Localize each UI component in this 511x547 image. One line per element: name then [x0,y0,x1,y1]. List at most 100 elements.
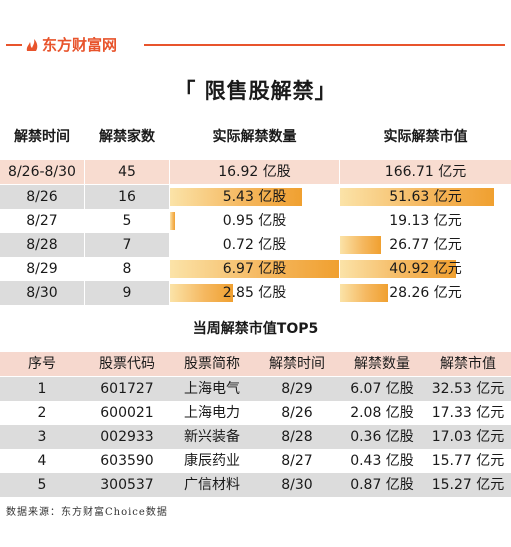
value-bar [340,236,381,254]
row-quantity-cell: 2.85 亿股 [170,281,339,305]
table-row: 8/26 16 5.43 亿股 51.63 亿元 [0,185,511,209]
value-bar [340,260,456,278]
table2-header-value: 解禁市值 [440,356,496,372]
unlock-date: 8/28 [281,429,313,445]
header-rule-left [6,44,22,46]
row-quantity: 6.97 亿股 [222,261,287,277]
rank: 2 [37,405,47,421]
table1-header-value: 实际解禁市值 [383,129,468,145]
row-value-cell: 40.92 亿元 [340,257,511,281]
unlock-value: 15.27 亿元 [431,477,505,493]
row-count: 16 [85,185,169,209]
row-count: 5 [85,209,169,233]
header: 东方财富网 [0,0,511,60]
row-value: 19.13 亿元 [389,213,462,229]
unlock-date: 8/26 [281,405,313,421]
unlock-value: 17.33 亿元 [431,405,505,421]
table2-header: 序号 股票代码 股票简称 解禁时间 解禁数量 解禁市值 [0,352,511,376]
row-count: 7 [85,233,169,257]
table2-header-quantity: 解禁数量 [354,356,410,372]
rank: 5 [37,477,47,493]
table2-header-code: 股票代码 [99,356,155,372]
table-row: 8/26-8/30 45 16.92 亿股 166.71 亿元 [0,160,511,184]
unlock-value: 32.53 亿元 [431,381,505,397]
table1-header-count: 解禁家数 [99,129,155,145]
row-quantity: 5.43 亿股 [222,189,287,205]
stock-code: 300537 [100,477,154,493]
summary-date: 8/26-8/30 [0,160,84,184]
table2-header-rank: 序号 [28,356,56,372]
page-title: 「 限售股解禁」 [174,79,337,103]
table1-header-quantity: 实际解禁数量 [212,129,297,145]
value-bar [340,284,388,302]
unlock-quantity: 0.87 亿股 [350,477,414,493]
row-value-cell: 28.26 亿元 [340,281,511,305]
row-value: 26.77 亿元 [389,237,462,253]
table-row: 2 600021 上海电力 8/26 2.08 亿股 17.33 亿元 [0,401,511,425]
row-quantity-cell: 0.72 亿股 [170,233,339,257]
quantity-bar [170,284,233,302]
row-count: 9 [85,281,169,305]
unlock-value: 15.77 亿元 [431,453,505,469]
stock-code: 601727 [100,381,154,397]
table-row: 3 002933 新兴装备 8/28 0.36 亿股 17.03 亿元 [0,425,511,449]
rank: 4 [37,453,47,469]
stock-name: 上海电力 [184,405,240,421]
logo: 东方财富网 [24,34,117,55]
table-row: 8/30 9 2.85 亿股 28.26 亿元 [0,281,511,305]
row-value: 40.92 亿元 [389,261,462,277]
row-quantity: 0.72 亿股 [222,237,287,253]
unlock-quantity: 2.08 亿股 [350,405,414,421]
row-quantity: 0.95 亿股 [222,213,287,229]
unlock-date: 8/29 [281,381,313,397]
unlock-date: 8/30 [281,477,313,493]
unlock-date: 8/27 [281,453,313,469]
row-quantity-cell: 5.43 亿股 [170,185,339,209]
stock-name: 康辰药业 [184,453,240,469]
table-row: 8/27 5 0.95 亿股 19.13 亿元 [0,209,511,233]
table2-header-date: 解禁时间 [269,356,325,372]
summary-value: 166.71 亿元 [340,160,511,184]
stock-name: 新兴装备 [184,429,240,445]
rank: 3 [37,429,47,445]
table-row: 8/28 7 0.72 亿股 26.77 亿元 [0,233,511,257]
stock-code: 600021 [100,405,154,421]
table1-header: 解禁时间 解禁家数 实际解禁数量 实际解禁市值 [0,126,511,148]
row-value-cell: 51.63 亿元 [340,185,511,209]
row-date: 8/29 [0,257,84,281]
quantity-bar [170,260,339,278]
row-value: 51.63 亿元 [389,189,462,205]
row-quantity: 2.85 亿股 [222,285,287,301]
row-value: 28.26 亿元 [389,285,462,301]
summary-count: 45 [85,160,169,184]
value-bar [340,188,494,206]
stock-name: 广信材料 [184,477,240,493]
table1-header-date: 解禁时间 [14,129,70,145]
flame-icon [24,37,40,53]
row-value-cell: 19.13 亿元 [340,209,511,233]
table-row: 4 603590 康辰药业 8/27 0.43 亿股 15.77 亿元 [0,449,511,473]
stock-code: 603590 [100,453,154,469]
row-date: 8/27 [0,209,84,233]
table2-header-name: 股票简称 [184,356,240,372]
unlock-quantity: 6.07 亿股 [350,381,414,397]
quantity-bar [170,188,302,206]
table-row: 1 601727 上海电气 8/29 6.07 亿股 32.53 亿元 [0,377,511,401]
row-date: 8/30 [0,281,84,305]
row-value-cell: 26.77 亿元 [340,233,511,257]
rank: 1 [37,381,47,397]
stock-name: 上海电气 [184,381,240,397]
stock-code: 002933 [100,429,154,445]
quantity-bar [170,212,175,230]
row-count: 8 [85,257,169,281]
unlock-value: 17.03 亿元 [431,429,505,445]
row-date: 8/26 [0,185,84,209]
summary-quantity: 16.92 亿股 [170,160,339,184]
unlock-quantity: 0.36 亿股 [350,429,414,445]
table-row: 5 300537 广信材料 8/30 0.87 亿股 15.27 亿元 [0,473,511,497]
data-source-note: 数据来源：东方财富Choice数据 [6,507,168,518]
row-quantity-cell: 0.95 亿股 [170,209,339,233]
row-date: 8/28 [0,233,84,257]
row-quantity-cell: 6.97 亿股 [170,257,339,281]
table-row: 8/29 8 6.97 亿股 40.92 亿元 [0,257,511,281]
